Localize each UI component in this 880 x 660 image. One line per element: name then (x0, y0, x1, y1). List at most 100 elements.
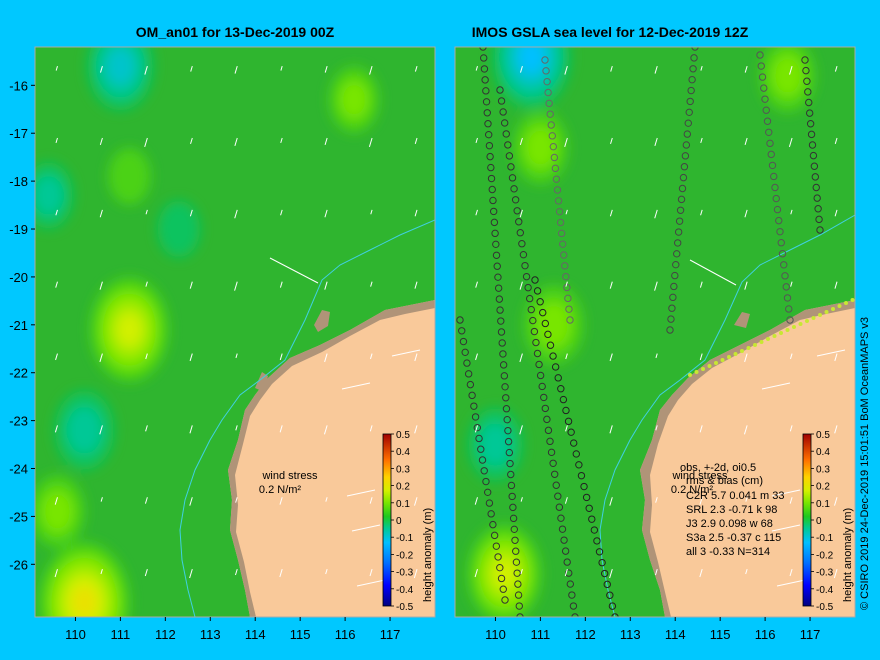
track-obs-point (824, 310, 829, 314)
wind-arrow (369, 66, 373, 75)
track-obs-point (684, 119, 692, 127)
wind-arrow (100, 66, 103, 73)
track-obs-point (673, 239, 682, 247)
track-obs-point (514, 591, 523, 599)
track-obs-point (810, 162, 819, 170)
track-obs-point (505, 152, 514, 160)
stats-row-j3: J3 2.9 0.098 w 68 (686, 518, 773, 530)
wind-arrow (189, 281, 193, 289)
wind-arrow (341, 382, 371, 390)
track-obs-point (516, 229, 525, 237)
y-tick-label: -24 (9, 462, 28, 477)
wind-arrow (324, 209, 328, 218)
track-obs-point (499, 585, 507, 593)
track-obs-point (603, 580, 611, 589)
credit-text: © CSIRO 2019 24-Dec-2019 15:01:51 BoM Oc… (859, 317, 871, 610)
track-obs-point (527, 305, 535, 314)
wind-arrow (55, 66, 58, 71)
track-obs-point (480, 54, 488, 62)
track-obs-point (760, 84, 768, 92)
y-tick-label: -21 (9, 318, 28, 333)
right-stats-box: obs, +-2d, oi0.5 rms & bias (cm) C2R 5.7… (680, 462, 784, 558)
anomaly-high (771, 54, 804, 98)
track-obs-point (572, 450, 580, 458)
wind-arrow (144, 66, 148, 75)
wind-arrow (324, 353, 328, 363)
wind-arrow (700, 66, 703, 71)
track-obs-point (484, 130, 493, 139)
wind-arrow (145, 425, 148, 432)
track-obs-point (466, 380, 475, 389)
track-obs-point (533, 349, 542, 358)
track-obs-point (482, 87, 490, 95)
wind-arrow (145, 353, 148, 360)
wind-arrow (699, 568, 703, 578)
y-tick-label: -17 (9, 126, 28, 141)
track-obs-point (550, 470, 559, 478)
y-tick-label: -18 (9, 174, 28, 189)
wind-arrow (145, 209, 148, 215)
wind-arrow (744, 66, 748, 73)
wind-arrow (654, 209, 658, 219)
track-obs-point (490, 218, 499, 227)
track-obs-point (554, 492, 562, 500)
track-obs-point (551, 363, 560, 371)
track-obs-point (556, 218, 565, 227)
wind-arrow (54, 568, 58, 578)
wind-arrow (189, 209, 193, 217)
track-obs-point (511, 536, 519, 544)
wind-arrow (234, 66, 238, 74)
anomaly-high (116, 312, 143, 347)
track-obs-point (689, 65, 697, 73)
wind-arrow (370, 209, 373, 215)
wind-arrow (776, 579, 806, 587)
track-obs-point (786, 316, 794, 324)
wind-arrow (474, 568, 478, 578)
track-obs-point (498, 339, 506, 347)
track-obs-point (675, 217, 684, 225)
wind-arrow (144, 497, 148, 504)
track-obs-point (681, 152, 690, 160)
track-obs-point (547, 448, 556, 457)
track-obs-point (570, 439, 578, 447)
left-wind-arrows (54, 66, 421, 587)
track-obs-point (555, 207, 564, 216)
wind-arrow (790, 281, 793, 287)
anomaly-low (518, 47, 545, 74)
track-obs-point (831, 307, 835, 311)
track-obs-point (499, 350, 507, 358)
track-obs-point (525, 294, 534, 303)
anomaly-low (479, 422, 512, 467)
wind-arrow (235, 425, 238, 431)
track-obs-point (494, 273, 502, 281)
wind-arrow (816, 349, 846, 357)
track-obs-point (538, 382, 546, 391)
track-obs-point (562, 406, 570, 415)
wind-arrow (520, 568, 523, 575)
wind-arrow (833, 568, 838, 579)
left-chart-title: OM_an01 for 13-Dec-2019 00Z (136, 24, 335, 40)
track-obs-point (766, 337, 770, 341)
track-obs-point (521, 261, 529, 270)
track-obs-point (540, 393, 548, 402)
track-obs-point (762, 106, 770, 114)
track-obs-point (575, 461, 583, 469)
track-obs-point (818, 313, 822, 317)
x-tick-label: 112 (575, 627, 596, 642)
left-colorbar: 0.5 0.4 0.3 0.2 0.1 0 -0.1 -0.2 -0.3 -0.4 -0.5 heig… (382, 430, 434, 613)
wind-arrow (351, 524, 381, 532)
track-obs-point (670, 282, 678, 291)
left-contour-line (179, 219, 435, 617)
colorbar-tick-label: -0.3 (396, 568, 414, 579)
colorbar-tick-label: -0.3 (816, 568, 834, 579)
track-obs-point (547, 121, 555, 129)
anomaly-low (35, 175, 64, 216)
wind-arrow (414, 281, 418, 289)
track-obs-point (773, 205, 782, 214)
x-tick-label: 116 (755, 627, 776, 642)
wind-arrow (280, 209, 283, 216)
wind-arrow (99, 353, 103, 363)
track-obs-point (497, 97, 506, 105)
track-obs-point (667, 315, 675, 323)
wind-arrow (189, 497, 193, 506)
